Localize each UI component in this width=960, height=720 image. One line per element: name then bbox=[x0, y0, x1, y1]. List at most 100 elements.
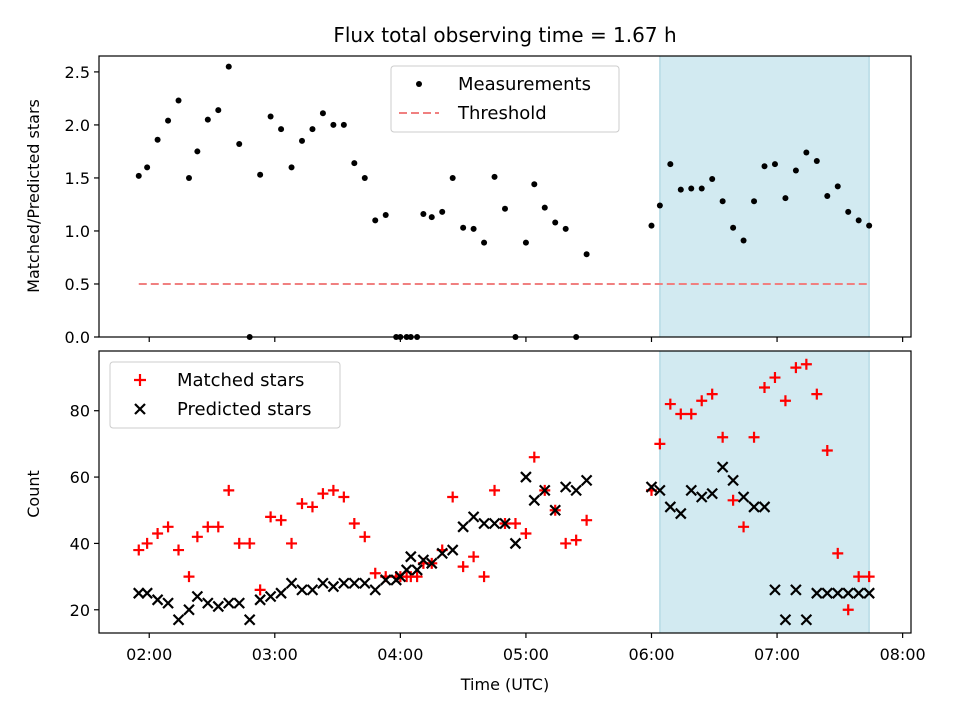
top-series-measurements-point bbox=[502, 205, 508, 212]
bottom-series-predicted-stars-marker bbox=[183, 603, 195, 616]
bottom-legend-box bbox=[109, 361, 341, 429]
bottom-series-predicted-stars-marker bbox=[359, 577, 371, 590]
bottom-x-tick-label: 07:00 bbox=[754, 645, 800, 664]
bottom-series-predicted-stars-marker bbox=[285, 577, 298, 590]
bottom-series-matched-stars-marker bbox=[832, 547, 844, 559]
bottom-series-predicted-stars-marker bbox=[306, 584, 319, 596]
bottom-series-predicted-stars-marker bbox=[727, 474, 739, 487]
top-series-measurements-point bbox=[215, 107, 222, 114]
bottom-series-predicted-stars-marker bbox=[654, 484, 666, 497]
bottom-series-matched-stars-marker bbox=[457, 561, 469, 573]
bottom-x-tick-label: 08:00 bbox=[880, 645, 926, 664]
bottom-series-matched-stars-marker bbox=[706, 388, 718, 400]
bottom-series-predicted-stars-marker bbox=[233, 597, 245, 609]
top-series-measurements-point bbox=[309, 126, 316, 133]
bottom-series-predicted-stars-marker bbox=[488, 517, 501, 530]
top-series-measurements-point bbox=[361, 174, 368, 181]
top-series-measurements-point bbox=[420, 210, 427, 217]
bottom-series-matched-stars-marker bbox=[560, 537, 572, 549]
bottom-x-tick-label: 04:00 bbox=[377, 645, 423, 664]
top-series-measurements-point bbox=[236, 141, 243, 148]
top-series-measurements-point bbox=[175, 97, 182, 104]
top-series-measurements-point bbox=[278, 126, 285, 133]
bottom-series-matched-stars-marker bbox=[489, 484, 501, 496]
top-legend-box bbox=[390, 65, 620, 133]
top-y-tick-label: 1.5 bbox=[65, 169, 90, 188]
bottom-series-predicted-stars-marker bbox=[499, 517, 511, 530]
bottom-series-matched-stars-marker bbox=[173, 544, 185, 556]
top-series-measurements-point bbox=[439, 208, 446, 215]
top-y-axis-label: Matched/Predicted stars bbox=[24, 99, 43, 293]
bottom-series-predicted-stars-marker bbox=[790, 584, 802, 596]
bottom-series-matched-stars-marker bbox=[348, 518, 360, 530]
bottom-series-predicted-stars-marker bbox=[645, 481, 658, 493]
top-series-measurements-point bbox=[372, 217, 379, 224]
top-series-measurements-point bbox=[792, 167, 799, 174]
bottom-series-matched-stars-marker bbox=[696, 395, 708, 407]
top-series-measurements-point bbox=[330, 121, 337, 128]
legend-predicted-label: Predicted stars bbox=[177, 399, 311, 420]
bottom-series-matched-stars-marker bbox=[133, 544, 145, 556]
bottom-series-predicted-stars-marker bbox=[685, 484, 698, 497]
bottom-series-predicted-stars-marker bbox=[132, 587, 145, 599]
bottom-series-matched-stars-marker bbox=[800, 358, 812, 370]
bottom-series-matched-stars-marker bbox=[223, 484, 235, 496]
top-series-measurements-point bbox=[185, 174, 192, 181]
bottom-series-matched-stars-marker bbox=[863, 571, 875, 583]
bottom-x-tick-label: 06:00 bbox=[628, 645, 674, 664]
bottom-series-matched-stars-marker bbox=[296, 498, 308, 510]
bottom-series-matched-stars-marker bbox=[821, 445, 833, 457]
bottom-series-matched-stars-marker bbox=[369, 567, 381, 579]
top-series-measurements-point bbox=[656, 202, 663, 209]
bottom-series-predicted-stars-marker bbox=[737, 491, 750, 503]
bottom-series-matched-stars-marker bbox=[528, 451, 540, 463]
top-series-measurements-point bbox=[165, 117, 172, 124]
bottom-series-matched-stars-marker bbox=[664, 398, 676, 410]
bottom-series-predicted-stars-marker bbox=[467, 511, 480, 523]
bottom-series-predicted-stars-marker bbox=[675, 507, 687, 520]
top-series-measurements-point bbox=[677, 186, 684, 193]
bottom-series-predicted-stars-marker bbox=[580, 474, 593, 487]
legend-measurements-marker bbox=[416, 81, 422, 87]
bottom-series-matched-stars-marker bbox=[286, 537, 298, 549]
bottom-series-predicted-stars-marker bbox=[863, 587, 875, 599]
bottom-panel: 20 40 60 80 02:00 03:00 04:00 05:00 06:00 07:00 08… bbox=[70, 350, 926, 664]
top-y-tick-label: 0.0 bbox=[65, 328, 90, 347]
top-series-measurements-point bbox=[257, 171, 264, 178]
bottom-y-tick-label: 60 bbox=[70, 468, 90, 487]
bottom-series-predicted-stars-marker bbox=[212, 600, 225, 613]
top-series-measurements-point bbox=[428, 214, 435, 221]
top-series-measurements-point bbox=[688, 185, 695, 192]
top-series-measurements-point bbox=[761, 163, 768, 170]
top-shaded-region bbox=[659, 55, 870, 338]
bottom-series-matched-stars-marker bbox=[233, 537, 245, 549]
top-series-measurements-point bbox=[267, 113, 274, 120]
bottom-shaded-region bbox=[659, 350, 870, 634]
bottom-series-matched-stars-marker bbox=[244, 537, 256, 549]
bottom-series-predicted-stars-marker bbox=[348, 577, 361, 590]
bottom-series-matched-stars-marker bbox=[779, 395, 791, 407]
bottom-series-matched-stars-marker bbox=[478, 571, 490, 583]
bottom-series-matched-stars-marker bbox=[254, 584, 266, 596]
top-series-measurements-point bbox=[855, 217, 862, 224]
bottom-series-predicted-stars-marker bbox=[769, 584, 781, 596]
bottom-series-predicted-stars-marker bbox=[151, 594, 164, 606]
bottom-series-matched-stars-marker bbox=[162, 521, 174, 533]
bottom-series-matched-stars-marker bbox=[675, 408, 687, 420]
legend-matched-marker bbox=[134, 374, 146, 386]
top-series-measurements-point bbox=[803, 149, 810, 156]
bottom-series-predicted-stars-marker bbox=[549, 504, 562, 517]
bottom-series-predicted-stars-marker bbox=[695, 491, 708, 503]
bottom-series-predicted-stars-marker bbox=[338, 577, 350, 590]
bottom-series-matched-stars-marker bbox=[191, 531, 203, 543]
bottom-series-predicted-stars-marker bbox=[317, 577, 329, 590]
bottom-series-predicted-stars-marker bbox=[570, 484, 582, 497]
bottom-series-matched-stars-marker bbox=[769, 372, 781, 384]
bottom-series-matched-stars-marker bbox=[265, 511, 277, 523]
bottom-series-predicted-stars-marker bbox=[254, 594, 266, 606]
top-series-measurements-point bbox=[813, 157, 820, 164]
chart-title: Flux total observing time = 1.67 h bbox=[333, 23, 676, 47]
bottom-series-predicted-stars-marker bbox=[417, 554, 430, 566]
bottom-series-predicted-stars-marker bbox=[327, 580, 340, 593]
